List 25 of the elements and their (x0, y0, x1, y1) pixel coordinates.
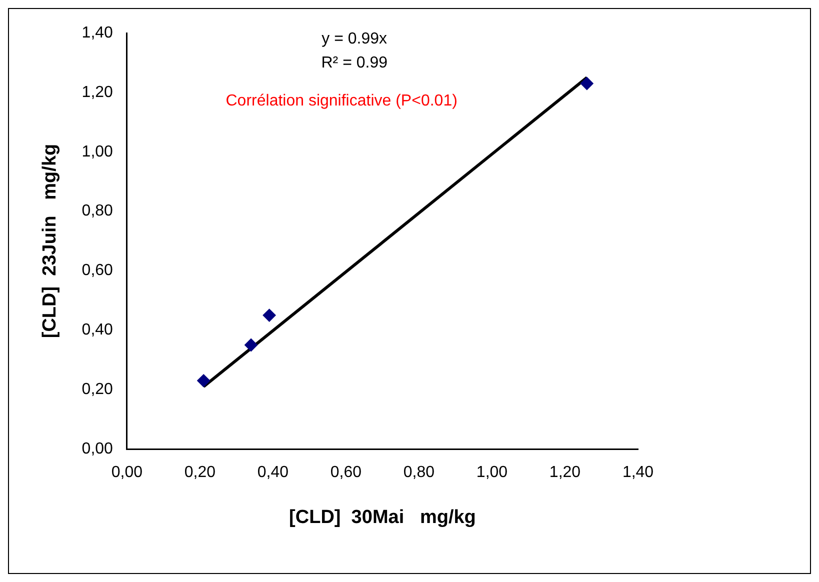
x-tick-label: 0,80 (403, 464, 435, 482)
point (262, 308, 276, 322)
y-tick-label: 0,20 (82, 380, 114, 398)
x-tick-label: 0,60 (330, 464, 362, 482)
x-tick-label: 1,40 (622, 464, 654, 482)
y-tick-label: 1,40 (82, 24, 114, 42)
y-tick-label: 0,40 (82, 322, 114, 339)
y-tick-label: 0,00 (82, 440, 114, 458)
x-tick-label: 0,40 (257, 464, 289, 482)
y-tick-label: 1,20 (82, 84, 114, 101)
y-tick-label: 0,60 (82, 262, 114, 280)
x-tick-label: 1,00 (476, 464, 508, 482)
x-axis-title: [CLD] 30Mai mg/kg (289, 506, 476, 528)
point (197, 374, 210, 388)
y-axis-title: [CLD] 23Juin mg/kg (40, 144, 61, 338)
point (580, 77, 594, 90)
annotation: R² = 0.99 (321, 54, 388, 72)
point (244, 338, 258, 352)
y-tick-label: 0,80 (82, 202, 114, 220)
annotation: Corrélation significative (P<0.01) (226, 92, 458, 110)
y-tick-label: 1,00 (82, 143, 114, 160)
annotation: y = 0.99x (322, 30, 388, 48)
x-tick-label: 0,20 (184, 464, 216, 482)
x-tick-label: 0,00 (111, 464, 143, 482)
x-tick-label: 1,20 (549, 464, 581, 482)
